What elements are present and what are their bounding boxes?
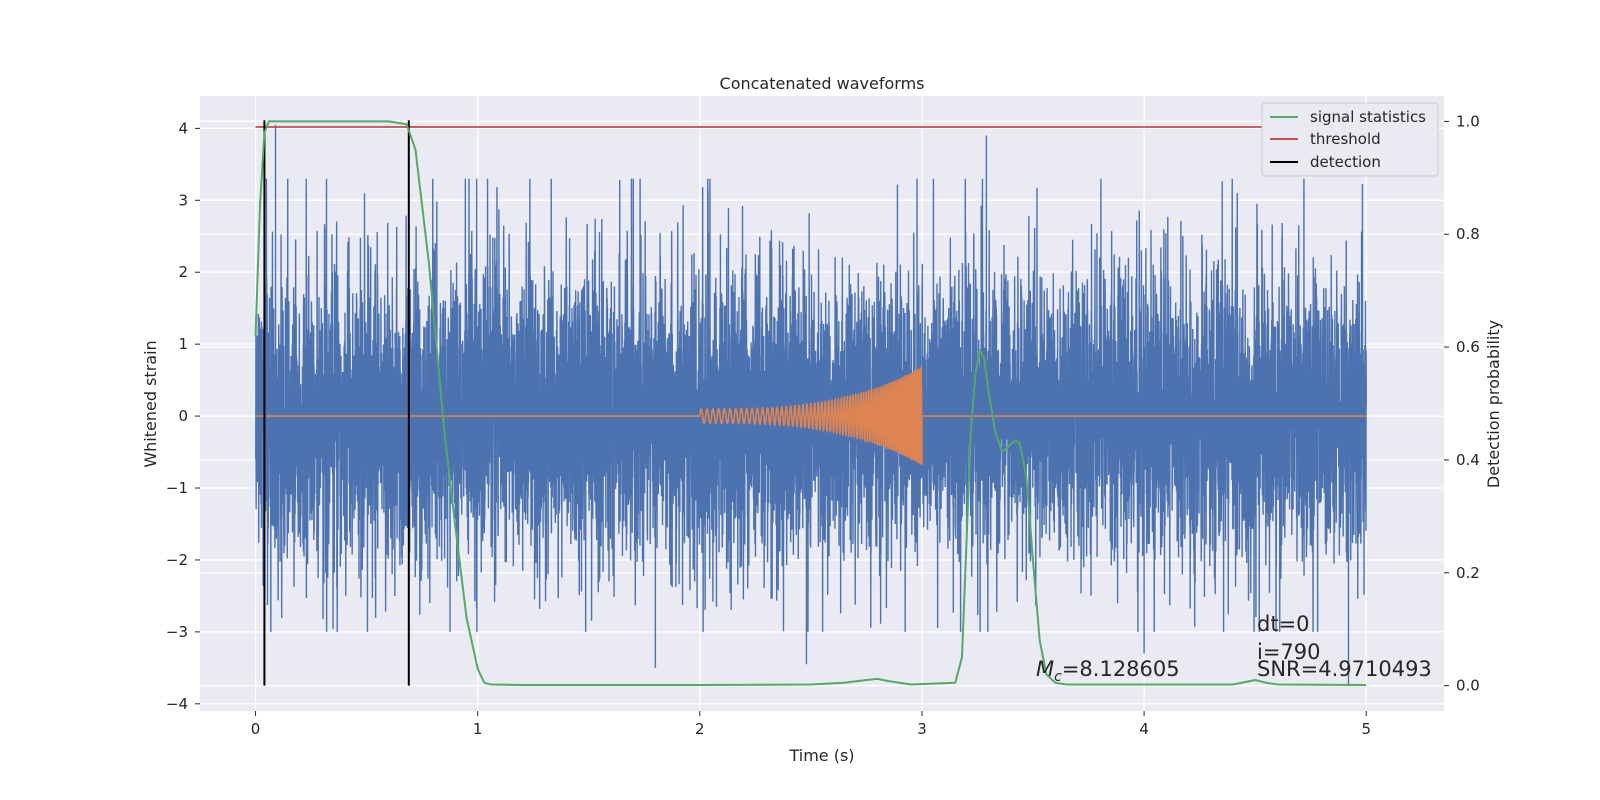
y2-tick-label: 0.8 bbox=[1456, 225, 1480, 243]
x-tick-label: 0 bbox=[251, 720, 261, 738]
x-tick-label: 1 bbox=[473, 720, 483, 738]
y-tick-label: 3 bbox=[178, 191, 188, 209]
x-tick-label: 5 bbox=[1361, 720, 1371, 738]
legend-label-threshold: threshold bbox=[1310, 130, 1381, 148]
annotation-dt: dt=0 bbox=[1257, 612, 1310, 636]
y2-tick-label: 1.0 bbox=[1456, 112, 1480, 130]
annotation-snr: SNR=4.9710493 bbox=[1257, 657, 1432, 681]
y-tick-label: 1 bbox=[178, 335, 188, 353]
series-layer bbox=[254, 120, 1367, 687]
y-tick-label: −2 bbox=[166, 551, 188, 569]
y2-tick-label: 0.6 bbox=[1456, 338, 1480, 356]
y-tick-label: −4 bbox=[166, 695, 188, 713]
series-whitened-strain bbox=[254, 124, 1367, 686]
legend-label-detection: detection bbox=[1310, 153, 1381, 171]
y2-tick-label: 0.2 bbox=[1456, 564, 1480, 582]
y2-tick-label: 0.4 bbox=[1456, 451, 1480, 469]
x-tick-label: 3 bbox=[917, 720, 927, 738]
annotations: Mc=8.128605 dt=0 i=790 SNR=4.9710493 bbox=[1036, 612, 1432, 685]
series-template-chirp bbox=[255, 365, 1367, 466]
legend: signal statistics threshold detection bbox=[1261, 102, 1439, 177]
x-tick-label: 4 bbox=[1139, 720, 1149, 738]
legend-label-signal-statistics: signal statistics bbox=[1310, 108, 1426, 126]
legend-box bbox=[1261, 102, 1439, 177]
chart-title: Concatenated waveforms bbox=[720, 74, 925, 93]
y2-tick-label: 0.0 bbox=[1456, 677, 1480, 695]
y2-axis-label: Detection probability bbox=[1484, 320, 1503, 488]
y-tick-label: −1 bbox=[166, 479, 188, 497]
ticks: 0 1 2 3 4 5 −4 −3 −2 −1 0 1 2 3 4 0.0 0.2 0.4 0.6 0.8 1.0 bbox=[166, 112, 1480, 738]
x-axis-label: Time (s) bbox=[788, 746, 854, 765]
annotation-mc: Mc=8.128605 bbox=[1036, 657, 1180, 685]
y-tick-label: 4 bbox=[178, 119, 188, 137]
x-tick-label: 2 bbox=[695, 720, 705, 738]
y-tick-label: 0 bbox=[178, 407, 188, 425]
y-tick-label: −3 bbox=[166, 623, 188, 641]
y-axis-label: Whitened strain bbox=[141, 340, 160, 467]
series-signal-statistics bbox=[254, 120, 1367, 687]
y-tick-label: 2 bbox=[178, 263, 188, 281]
annotation-i: i=790 bbox=[1257, 640, 1321, 664]
